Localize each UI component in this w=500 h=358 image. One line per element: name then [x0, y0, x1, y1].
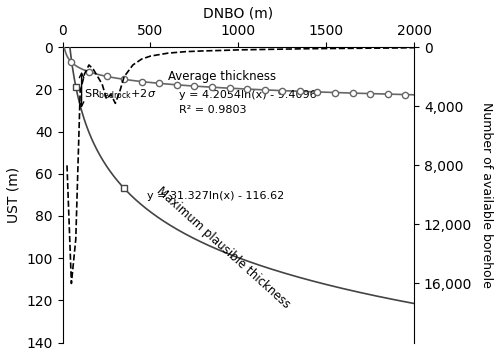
Text: y = 31.327ln(x) - 116.62: y = 31.327ln(x) - 116.62 — [147, 191, 284, 201]
Text: R² = 0.9803: R² = 0.9803 — [178, 105, 246, 115]
Text: SR$_{\rm bedrock}$+2$\sigma$: SR$_{\rm bedrock}$+2$\sigma$ — [84, 87, 156, 101]
Text: Maximum plausible thickness: Maximum plausible thickness — [154, 184, 292, 311]
Y-axis label: UST (m): UST (m) — [7, 167, 21, 223]
X-axis label: DNBO (m): DNBO (m) — [204, 7, 274, 21]
Y-axis label: Number of available borehole: Number of available borehole — [480, 102, 493, 288]
Text: Average thickness: Average thickness — [168, 70, 276, 83]
Text: y = 4.2054ln(x) - 9.4096: y = 4.2054ln(x) - 9.4096 — [178, 90, 316, 100]
